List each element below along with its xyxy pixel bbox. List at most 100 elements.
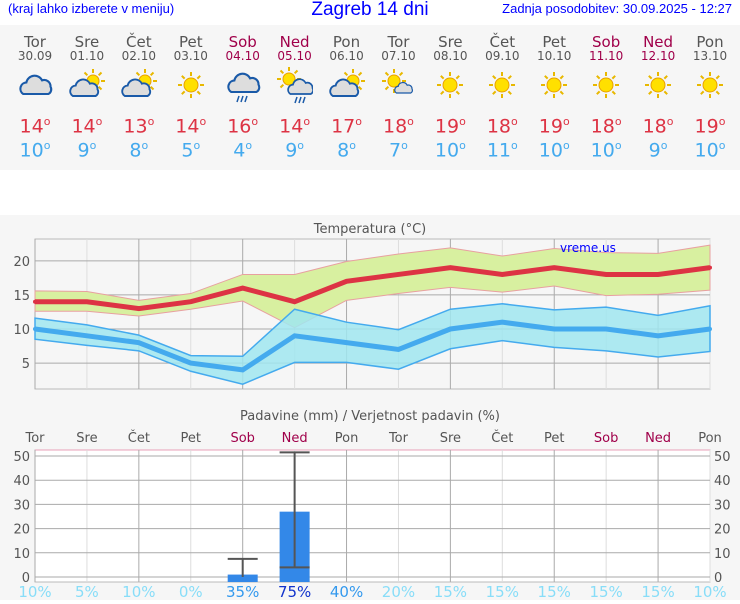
precip-ytick-left: 0 bbox=[22, 571, 30, 586]
precip-probability: 20% bbox=[382, 583, 415, 600]
precip-ytick-right: 50 bbox=[714, 450, 731, 465]
min-temp: 10o bbox=[538, 139, 570, 162]
day-date: 09.10 bbox=[485, 49, 520, 63]
temp-min-point bbox=[84, 333, 89, 338]
max-temp: 13o bbox=[123, 115, 155, 138]
day-name: Pon bbox=[332, 33, 361, 51]
temp-min-point bbox=[240, 367, 245, 372]
location-hint: (kraj lahko izberete v meniju) bbox=[8, 1, 175, 16]
day-name: Tor bbox=[24, 33, 46, 51]
temp-min-line bbox=[34, 319, 711, 373]
precip-probability: 10% bbox=[18, 583, 51, 600]
min-temp: 10o bbox=[434, 139, 466, 162]
day-column: Čet 09.10 18o 11o bbox=[476, 25, 528, 162]
day-name: Sre bbox=[74, 33, 100, 51]
min-temp: 8o bbox=[337, 139, 356, 162]
day-name: Ned bbox=[643, 33, 674, 51]
precip-probability: 15% bbox=[538, 583, 571, 600]
max-temp: 16o bbox=[227, 115, 259, 138]
min-temp: 9o bbox=[648, 139, 668, 162]
max-temp: 14o bbox=[279, 115, 311, 138]
min-temp: 9o bbox=[77, 139, 97, 162]
day-column: Tor 07.10 18o 7o bbox=[372, 25, 424, 162]
precip-day-label: Čet bbox=[128, 430, 150, 446]
precip-day-label: Pet bbox=[544, 431, 564, 446]
sun-icon bbox=[580, 67, 632, 107]
temp-max-point bbox=[292, 299, 297, 304]
day-date: 01.10 bbox=[69, 49, 105, 63]
max-temp: 19o bbox=[694, 115, 726, 138]
day-date: 12.10 bbox=[640, 49, 676, 63]
day-name: Sob bbox=[228, 33, 257, 51]
max-temp: 18o bbox=[486, 115, 518, 138]
day-name: Pet bbox=[178, 33, 203, 51]
precip-day-label: Čet bbox=[491, 430, 513, 446]
precip-plot-area bbox=[34, 449, 711, 583]
day-name: Sre bbox=[438, 33, 463, 51]
precip-day-label: Sre bbox=[76, 431, 97, 446]
precip-chart-title: Padavine (mm) / Verjetnost padavin (%) bbox=[240, 409, 500, 424]
precip-ytick-left: 20 bbox=[13, 523, 30, 538]
precip-ytick-left: 10 bbox=[13, 547, 30, 562]
precip-day-label: Sre bbox=[440, 431, 461, 446]
sun-icon bbox=[424, 67, 476, 107]
precip-probability: 10% bbox=[122, 583, 155, 600]
precip-probability: 15% bbox=[589, 583, 622, 600]
temp-min-point bbox=[448, 327, 453, 331]
day-name: Pon bbox=[696, 33, 724, 51]
max-temp: 18o bbox=[590, 115, 622, 138]
min-temp: 11o bbox=[486, 139, 518, 162]
day-date: 30.09 bbox=[17, 49, 53, 63]
daily-forecast: Tor 30.09 14o 10o Sre 01.10 14o 9o Čet 02.… bbox=[0, 25, 740, 170]
sun-cloud-icon bbox=[61, 67, 113, 107]
temp-min-point bbox=[33, 327, 37, 331]
sun-cloud-rain-icon bbox=[269, 67, 321, 107]
day-name: Čet bbox=[126, 33, 152, 51]
precip-day-label: Pon bbox=[335, 431, 359, 446]
temp-max-point bbox=[500, 272, 505, 277]
precip-ytick-right: 0 bbox=[714, 571, 722, 586]
sun-icon bbox=[684, 67, 736, 107]
temp-max-point bbox=[604, 272, 609, 277]
day-column: Pet 03.10 14o 5o bbox=[165, 25, 217, 162]
precip-day-label: Pon bbox=[698, 431, 722, 446]
min-temp: 10o bbox=[694, 139, 726, 162]
min-temp: 9o bbox=[285, 139, 305, 162]
min-temp: 8o bbox=[129, 139, 149, 162]
last-updated: Zadnja posodobitev: 30.09.2025 - 12:27 bbox=[502, 1, 732, 16]
day-column: Ned 05.10 14o 9o bbox=[269, 25, 321, 162]
precip-bar bbox=[227, 574, 258, 582]
sun-icon bbox=[528, 67, 580, 107]
temp-max-point bbox=[448, 265, 453, 270]
max-temp: 18o bbox=[642, 115, 674, 138]
temp-max-line bbox=[35, 265, 711, 312]
temp-ytick: 15 bbox=[13, 289, 30, 304]
max-temp: 14o bbox=[175, 115, 207, 138]
day-column: Pon 13.10 19o 10o bbox=[684, 25, 736, 162]
precip-ytick-left: 30 bbox=[13, 498, 30, 513]
precip-probability: 10% bbox=[693, 583, 726, 600]
precip-probability: 40% bbox=[330, 583, 363, 600]
precip-probability: 0% bbox=[179, 583, 203, 600]
sun-small-cloud-icon bbox=[372, 67, 424, 107]
precip-ytick-right: 20 bbox=[714, 523, 731, 538]
precip-probability: 15% bbox=[434, 583, 467, 600]
day-column: Čet 02.10 13o 8o bbox=[113, 25, 165, 162]
precip-day-label: Ned bbox=[282, 431, 308, 446]
cloudy-icon bbox=[9, 67, 61, 107]
temp-max-point bbox=[344, 279, 349, 284]
sun-cloud-icon bbox=[113, 67, 165, 107]
day-name: Sob bbox=[592, 33, 621, 51]
sun-icon bbox=[165, 67, 217, 107]
temp-min-point bbox=[500, 320, 505, 325]
min-temp: 4o bbox=[233, 139, 253, 162]
day-column: Pet 10.10 19o 10o bbox=[528, 25, 580, 162]
day-name: Ned bbox=[279, 33, 310, 51]
min-temp: 7o bbox=[389, 139, 408, 162]
temp-ytick: 20 bbox=[13, 255, 30, 270]
temp-max-point bbox=[708, 265, 712, 270]
day-column: Sob 11.10 18o 10o bbox=[580, 25, 632, 162]
day-column: Sre 01.10 14o 9o bbox=[61, 25, 113, 162]
max-temp: 18o bbox=[382, 115, 414, 138]
precip-ytick-right: 10 bbox=[714, 547, 731, 562]
